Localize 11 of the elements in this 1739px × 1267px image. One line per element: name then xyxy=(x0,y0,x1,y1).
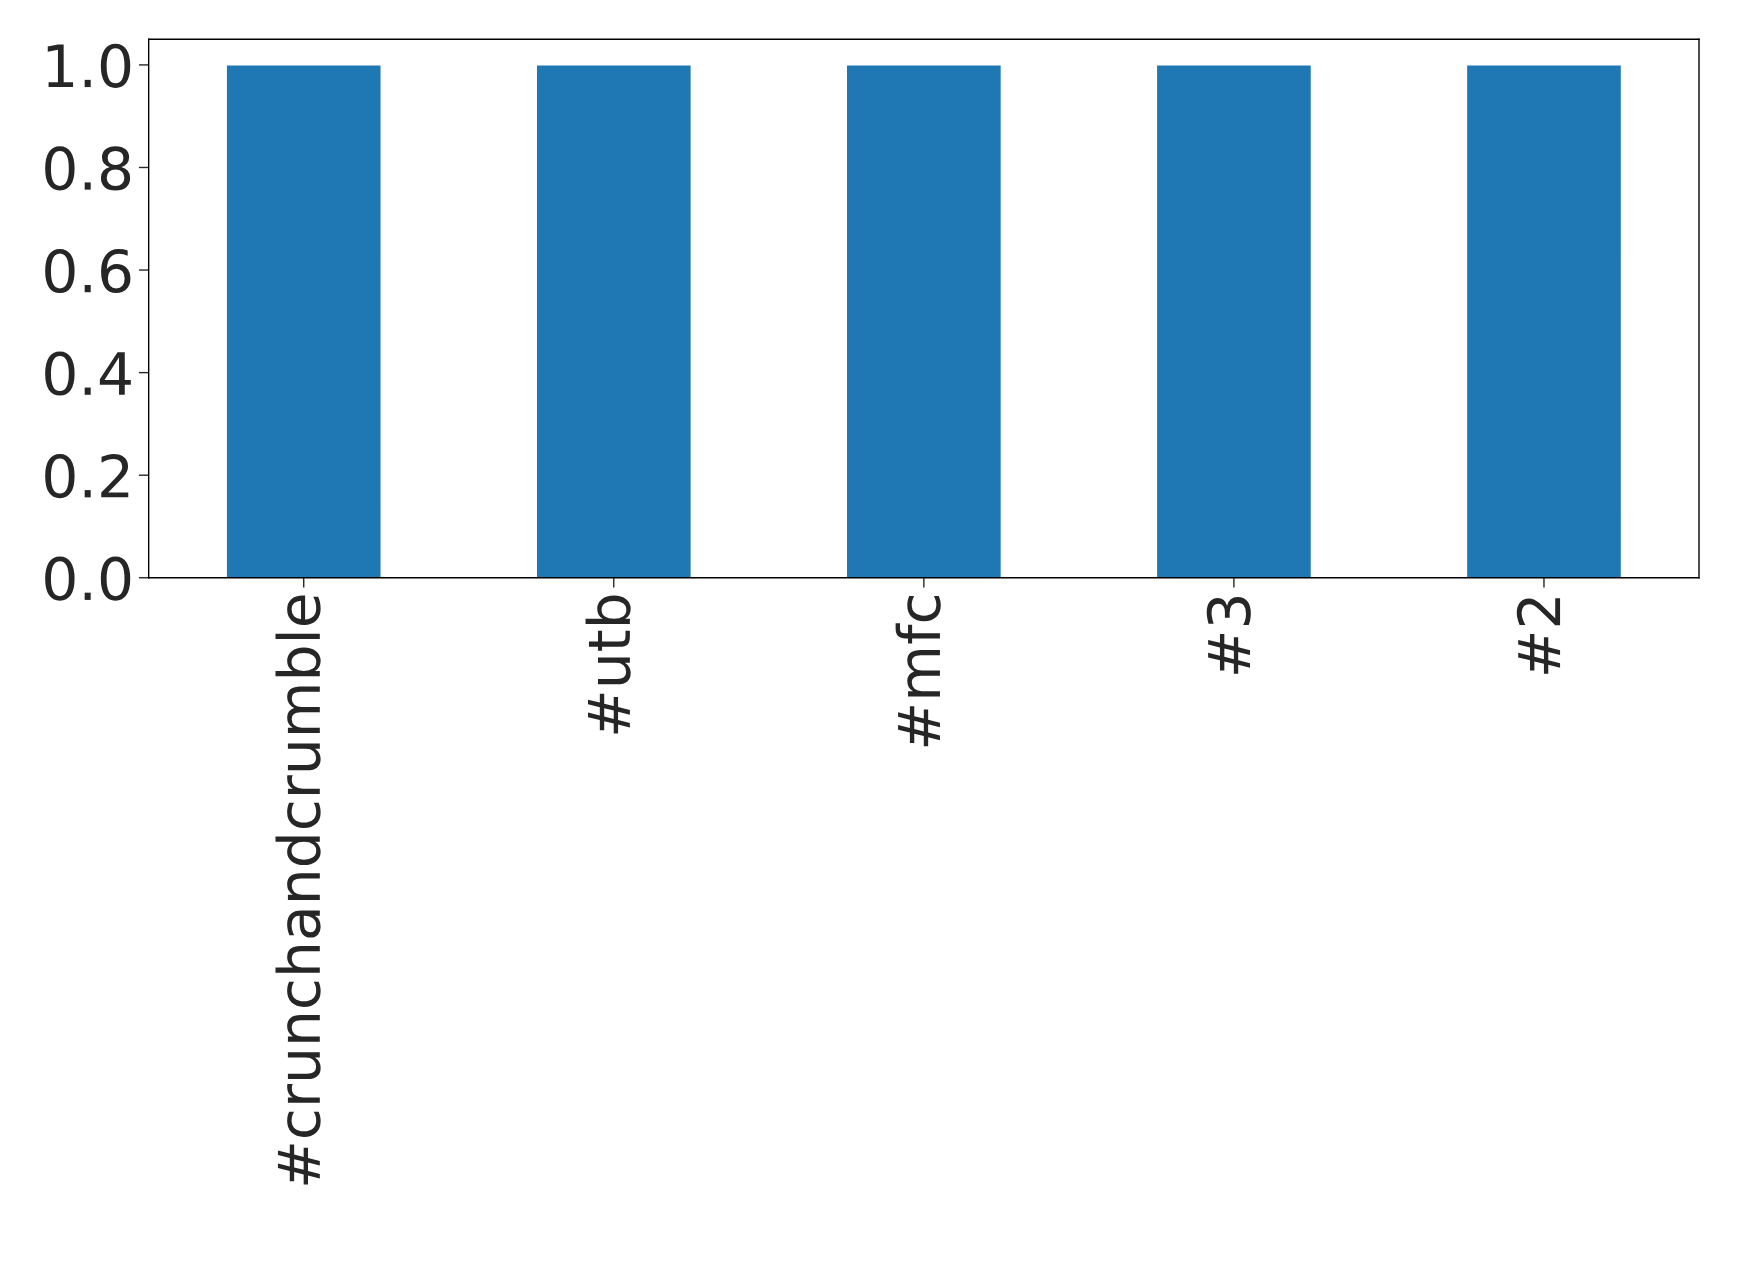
y-tick-label: 0.8 xyxy=(45,146,131,191)
x-tick-label: #3 xyxy=(1206,597,1251,674)
y-tick-label: 1.0 xyxy=(47,43,131,88)
x-tick-label: #utb xyxy=(585,595,631,734)
y-tick-label: 0.6 xyxy=(45,248,131,294)
x-tick-label: #crunchandcrumble xyxy=(275,595,321,1185)
x-tick-label: #mfc xyxy=(895,595,941,747)
y-tick-label: 0.4 xyxy=(45,351,131,396)
y-tick-label: 0.2 xyxy=(45,454,129,499)
y-tick-label: 0.0 xyxy=(45,556,131,601)
x-tick-label: #2 xyxy=(1516,598,1561,674)
